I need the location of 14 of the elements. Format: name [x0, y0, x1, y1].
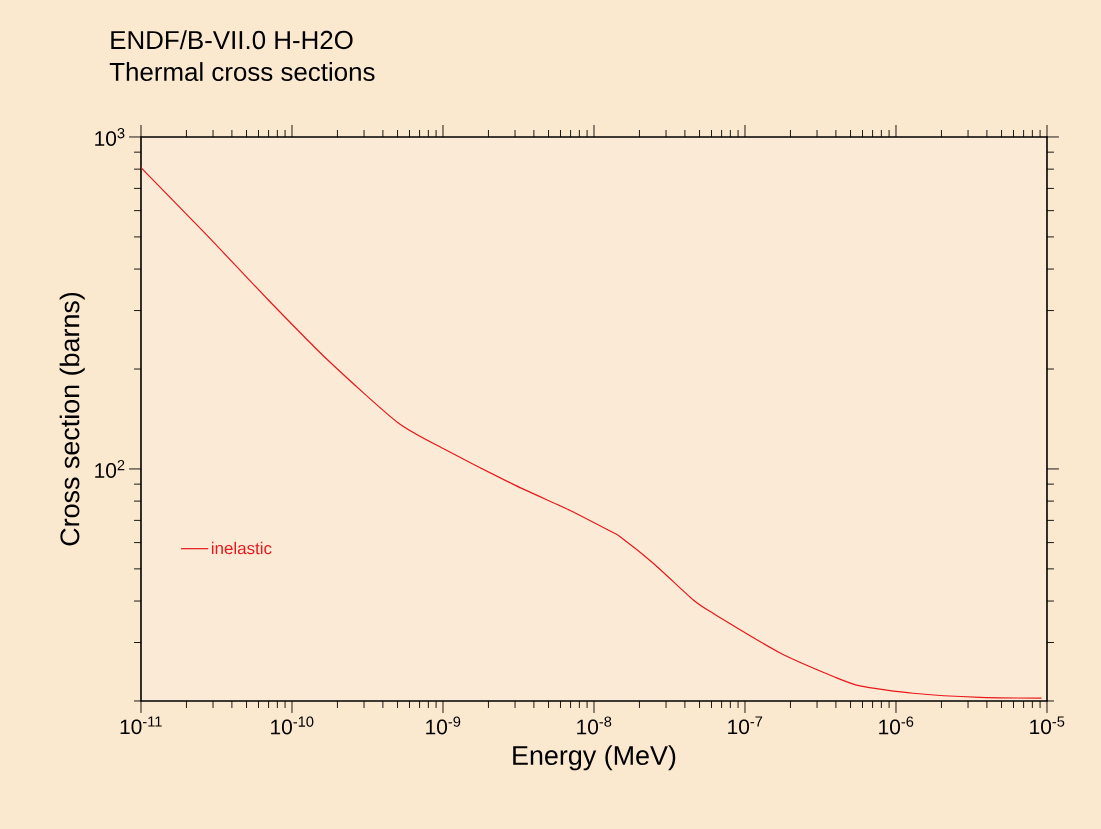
x-tick-label: 10$^{-11}$	[120, 716, 162, 735]
x-tick-label: 10$^{-6}$	[879, 716, 914, 735]
x-axis-title: Energy (MeV)	[513, 745, 676, 771]
y-tick-label: 10$^{2}$	[95, 459, 125, 478]
x-tick-label: 10$^{-5}$	[1030, 716, 1065, 735]
x-tick-label: 10$^{-7}$	[728, 716, 763, 735]
y-axis-title: Cross section (barns)	[59, 292, 85, 546]
x-tick-label: 10$^{-9}$	[426, 716, 461, 735]
x-tick-label: 10$^{-8}$	[577, 716, 612, 735]
chart-subtitle: Thermal cross sections	[109, 62, 375, 82]
y-tick-label: 10$^{3}$	[95, 128, 125, 146]
x-tick-label: 10$^{-10}$	[271, 716, 314, 735]
chart-title: ENDF/B-VII.0 H-H2O	[111, 30, 353, 50]
legend-label: inelastic	[211, 541, 272, 555]
